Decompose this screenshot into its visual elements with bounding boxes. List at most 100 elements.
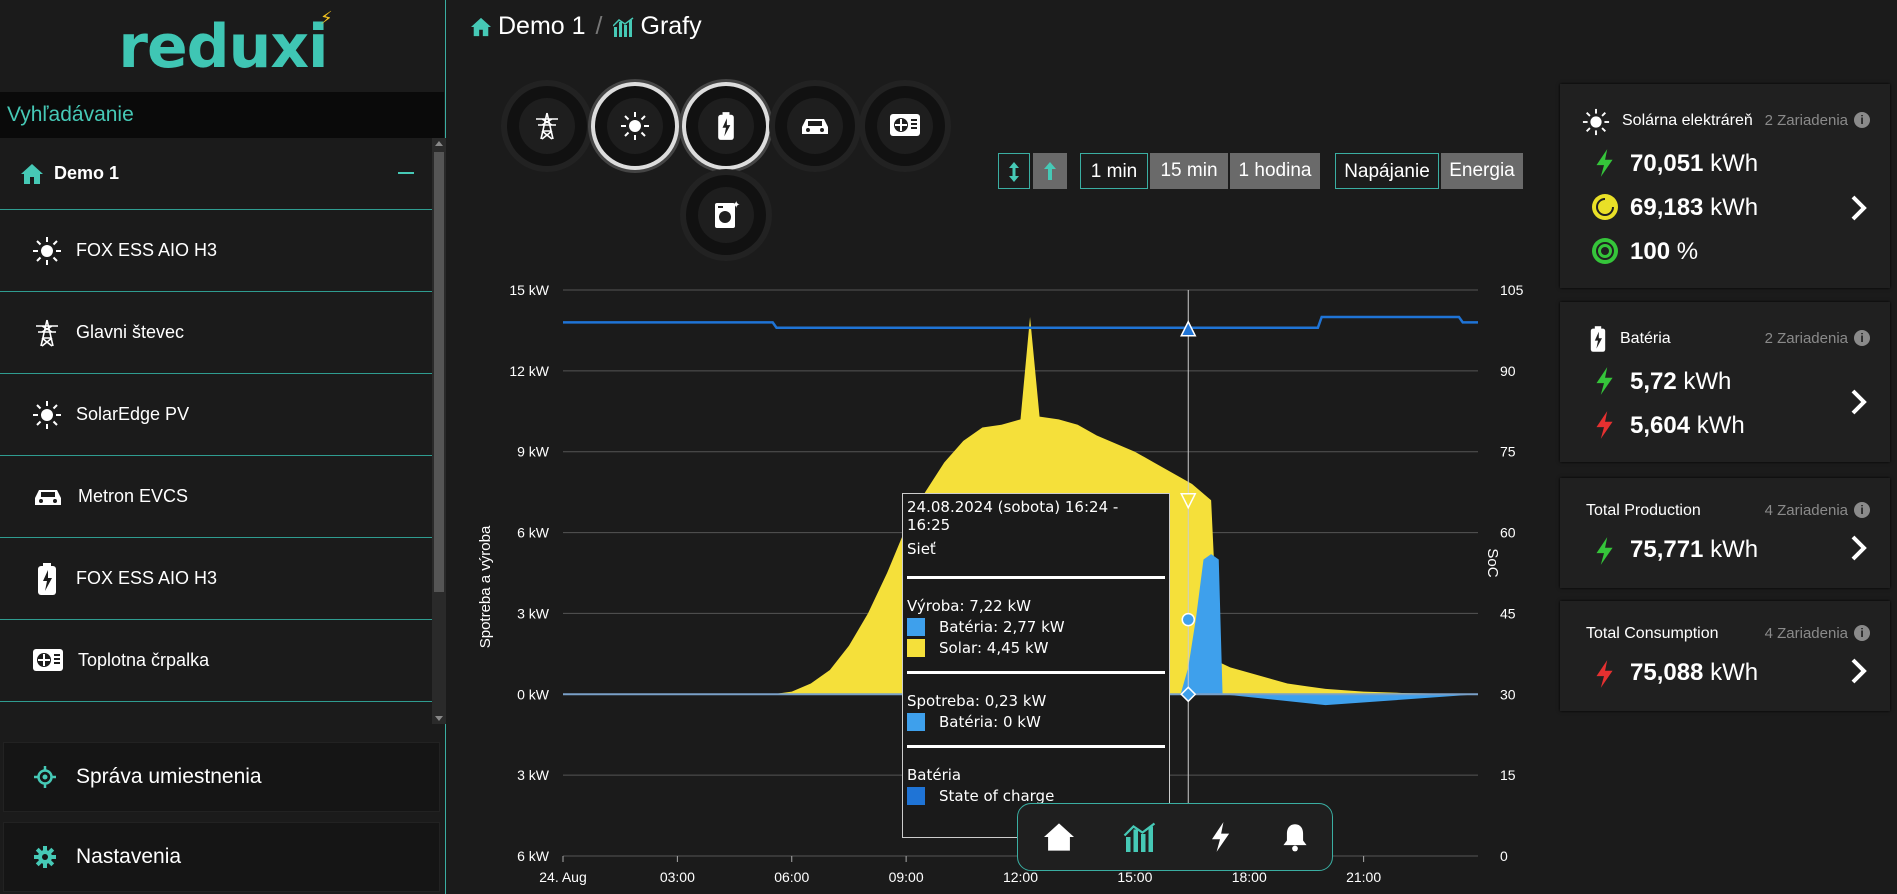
battery-swatch <box>907 713 925 731</box>
info-icon[interactable]: i <box>1854 502 1870 518</box>
battery-marker <box>1181 612 1195 627</box>
info-icon[interactable]: i <box>1854 625 1870 641</box>
tree-item-glavni-stevec[interactable]: Glavni števec <box>0 292 432 374</box>
device-toggle-appliance[interactable]: ✦ <box>686 175 766 255</box>
tree-item-label: Glavni števec <box>76 322 185 342</box>
location-management-button[interactable]: Správa umiestnenia <box>3 742 440 812</box>
home-icon[interactable] <box>1042 822 1076 852</box>
y2-tick-label: 60 <box>1500 525 1516 541</box>
autarky-icon <box>1592 238 1618 264</box>
tooltip-cons-battery: Batéria: 0 kW <box>939 713 1041 731</box>
sun-icon <box>33 236 61 265</box>
range-1hour-button[interactable]: 1 hodina <box>1230 153 1320 189</box>
mode-energy-button[interactable]: Energia <box>1441 153 1523 189</box>
battery-swatch <box>907 618 925 636</box>
tree-item-solaredge-pv[interactable]: SolarEdge PV <box>0 374 432 456</box>
svg-text:✦: ✦ <box>732 200 740 211</box>
home-icon[interactable] <box>470 17 492 37</box>
breadcrumb-home[interactable]: Demo 1 <box>498 12 586 40</box>
soc-line <box>563 315 1478 329</box>
scroll-up-icon[interactable] <box>435 141 443 146</box>
power-tower-icon <box>536 112 558 140</box>
lightning-green-icon <box>1596 367 1613 395</box>
card-title: Total Consumption <box>1586 625 1719 642</box>
y2-tick-label: 75 <box>1500 444 1516 460</box>
range-1min-button[interactable]: 1 min <box>1080 153 1148 189</box>
tooltip-prod-battery: Batéria: 2,77 kW <box>939 618 1065 636</box>
card-value: 75,088 kWh <box>1630 659 1759 686</box>
card-device-count: 2 Zariadenia <box>1764 112 1848 129</box>
tooltip-date: 24.08.2024 (sobota) 16:24 - 16:25 <box>907 498 1119 534</box>
battery-icon <box>1590 326 1606 352</box>
scroll-up-button[interactable] <box>1033 153 1067 189</box>
scrollbar-thumb[interactable] <box>434 152 444 592</box>
bell-icon[interactable] <box>1281 822 1309 852</box>
car-icon <box>802 119 828 134</box>
card-value: 75,771 kWh <box>1630 536 1759 563</box>
sun-icon <box>621 112 649 140</box>
tree-item-label: Metron EVCS <box>78 486 189 506</box>
tree-item-toplotna-crpalka[interactable]: Toplotna črpalka <box>0 620 432 702</box>
battery-icon <box>38 562 56 595</box>
sidebar: reduxi ⚡ Vyhľadávanie Demo 1 FOX ESS AIO … <box>0 0 446 894</box>
collapse-icon[interactable] <box>398 172 414 174</box>
battery-icon <box>718 112 734 140</box>
tree-item-fox-ess-battery[interactable]: FOX ESS AIO H3 <box>0 538 432 620</box>
breadcrumb-page: Grafy <box>640 12 702 40</box>
tooltip-divider <box>907 576 1165 579</box>
x-tick-label: 18:00 <box>1232 869 1267 885</box>
tree-item-metron-evcs[interactable]: Metron EVCS <box>0 456 432 538</box>
scroll-down-icon[interactable] <box>435 716 443 721</box>
x-tick-label: 21:00 <box>1346 869 1381 885</box>
x-tick-label: 24. Aug <box>539 869 587 885</box>
tree-item-label: FOX ESS AIO H3 <box>76 568 218 588</box>
soc-marker <box>1180 320 1197 337</box>
chevron-right-icon[interactable] <box>1850 534 1868 562</box>
tooltip-divider <box>907 671 1165 674</box>
soc-swatch <box>907 787 925 805</box>
device-toggle-grid[interactable] <box>507 86 587 166</box>
card-value: 69,183 kWh <box>1630 194 1759 221</box>
y-tick-label: 9 kW <box>517 444 550 460</box>
lightning-red-icon <box>1596 411 1613 439</box>
sun-icon <box>1582 108 1610 136</box>
tree-item-fox-ess-solar[interactable]: FOX ESS AIO H3 <box>0 210 432 292</box>
lightning-green-icon <box>1596 537 1613 565</box>
mode-power-button[interactable]: Napájanie <box>1335 153 1439 189</box>
card-battery[interactable]: Batéria 2 Zariadenia i 5,72 kWh 5,604 kW… <box>1560 302 1890 462</box>
sidebar-scrollbar[interactable] <box>432 138 446 724</box>
card-total-production[interactable]: Total Production 4 Zariadenia i 75,771 k… <box>1560 478 1890 588</box>
scale-toggle-button[interactable] <box>998 153 1030 189</box>
lightning-green-icon <box>1596 149 1613 177</box>
card-total-consumption[interactable]: Total Consumption 4 Zariadenia i 75,088 … <box>1560 601 1890 711</box>
device-toggle-ev[interactable] <box>775 86 855 166</box>
y-tick-label: 6 kW <box>517 525 550 541</box>
y-tick-label: 3 kW <box>517 767 550 783</box>
washing-machine-icon: ✦ <box>715 200 740 228</box>
x-tick-label: 15:00 <box>1117 869 1152 885</box>
logo[interactable]: reduxi ⚡ <box>0 0 446 92</box>
info-icon[interactable]: i <box>1854 112 1870 128</box>
vertical-arrows-icon <box>1009 162 1019 182</box>
tree-root-demo1[interactable]: Demo 1 <box>0 138 432 210</box>
card-solar[interactable]: Solárna elektráreň 2 Zariadenia i 70,051… <box>1560 84 1890 288</box>
search-input[interactable]: Vyhľadávanie <box>0 92 444 138</box>
y2-tick-label: 45 <box>1500 605 1516 621</box>
tooltip-grid: Sieť <box>907 540 936 558</box>
x-tick-label: 09:00 <box>889 869 924 885</box>
self-consumption-icon <box>1592 194 1618 220</box>
lightning-icon[interactable] <box>1206 821 1234 853</box>
chevron-right-icon[interactable] <box>1850 194 1868 222</box>
settings-button[interactable]: Nastavenia <box>3 822 440 892</box>
info-icon[interactable]: i <box>1854 330 1870 346</box>
device-toggle-solar[interactable] <box>595 86 675 166</box>
device-toggle-battery[interactable] <box>686 86 766 166</box>
chevron-right-icon[interactable] <box>1850 657 1868 685</box>
tooltip-prod-solar: Solar: 4,45 kW <box>939 639 1049 657</box>
lightning-red-icon <box>1596 660 1613 688</box>
device-toggle-heat-pump[interactable] <box>865 86 945 166</box>
chart-icon[interactable] <box>1123 822 1159 852</box>
chevron-right-icon[interactable] <box>1850 388 1868 416</box>
logo-text: reduxi <box>118 12 328 82</box>
range-15min-button[interactable]: 15 min <box>1150 153 1228 189</box>
